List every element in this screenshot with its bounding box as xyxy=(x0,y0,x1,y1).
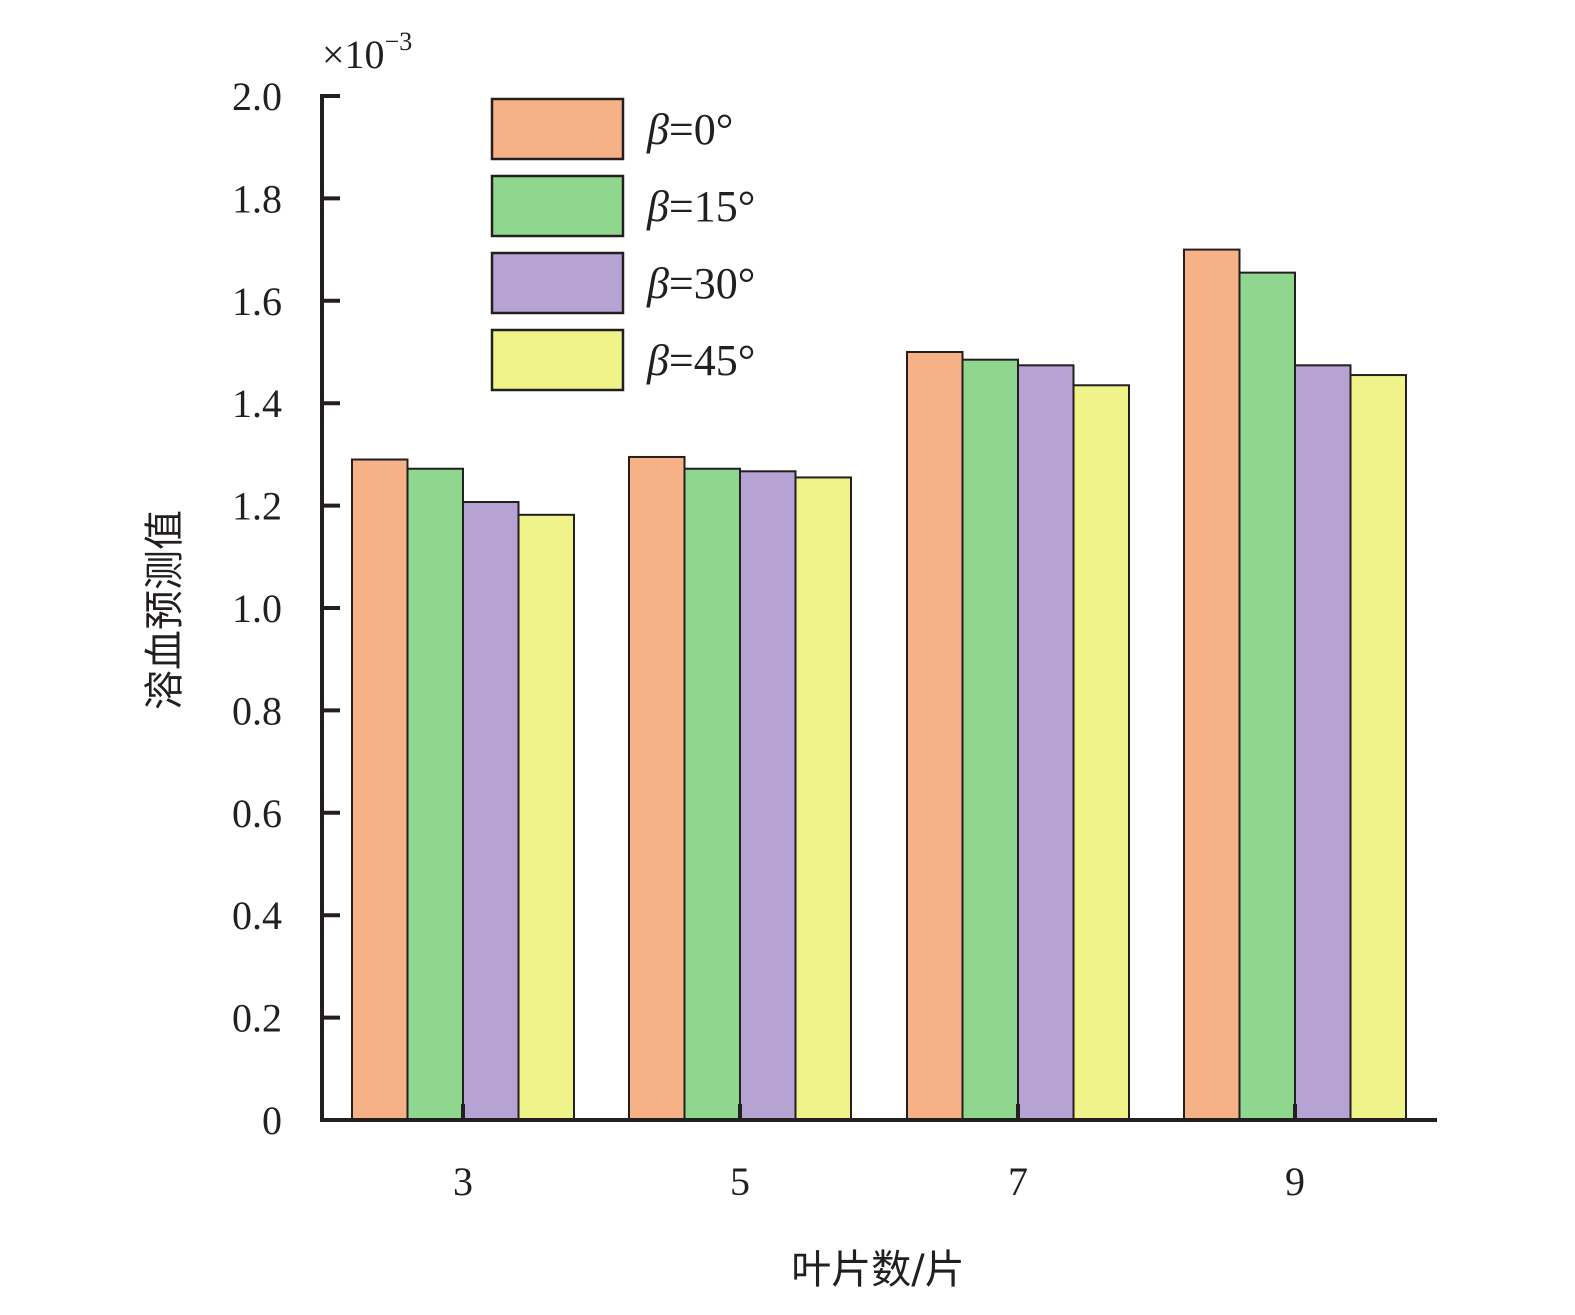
legend: β=0°β=15°β=30°β=45° xyxy=(490,97,755,392)
legend-symbol-2: β xyxy=(646,259,669,308)
y-tick-label-0.2: 0.2 xyxy=(232,996,282,1041)
bar-5-series-2 xyxy=(739,470,797,1121)
y-axis-title: 溶血预测值 xyxy=(142,510,188,710)
bar-3-series-0 xyxy=(351,458,409,1121)
legend-value-0: =0° xyxy=(669,105,733,154)
legend-symbol-0: β xyxy=(646,105,669,154)
legend-value-1: =15° xyxy=(669,182,755,231)
bar-5-series-0 xyxy=(628,455,686,1121)
y-tick-label-0.8: 0.8 xyxy=(232,688,282,733)
y-axis-multiplier: ×10−3 xyxy=(322,27,412,77)
bar-7-series-0 xyxy=(906,351,964,1121)
legend-label-1: β=15° xyxy=(646,182,755,231)
x-tick-label-7: 7 xyxy=(1008,1159,1028,1204)
bars-layer xyxy=(351,248,1407,1122)
bar-3-series-1 xyxy=(406,467,464,1121)
y-tick-label-1.2: 1.2 xyxy=(232,484,282,529)
legend-symbol-3: β xyxy=(646,336,669,385)
legend-swatch-2 xyxy=(490,251,625,315)
y-tick-label-1.8: 1.8 xyxy=(232,176,282,221)
y-tick-label-1.6: 1.6 xyxy=(232,279,282,324)
legend-label-3: β=45° xyxy=(646,336,755,385)
bar-3-series-3 xyxy=(517,513,575,1121)
legend-symbol-1: β xyxy=(646,182,669,231)
bar-5-series-1 xyxy=(683,467,741,1121)
axes-layer: 0 0.2 0.4 0.6 0.8 1.0 1.2 1.4 1.6 1.8 2.0 3 5 7 9 xyxy=(232,74,1437,1204)
x-tick-label-9: 9 xyxy=(1285,1159,1305,1204)
bar-7-series-3 xyxy=(1072,384,1130,1121)
x-tick-label-5: 5 xyxy=(730,1159,750,1204)
y-tick-label-1.0: 1.0 xyxy=(232,586,282,631)
bar-7-series-2 xyxy=(1017,364,1075,1121)
bar-7-series-1 xyxy=(961,358,1019,1121)
multiplier-exponent: −3 xyxy=(385,27,413,56)
x-axis-title: 叶片数/片 xyxy=(791,1247,964,1293)
bar-9-series-2 xyxy=(1294,364,1352,1121)
y-tick-label-2.0: 2.0 xyxy=(232,74,282,119)
bar-5-series-3 xyxy=(794,476,852,1121)
legend-swatch-1 xyxy=(490,174,625,238)
y-tick-label-0.6: 0.6 xyxy=(232,791,282,836)
y-tick-label-1.4: 1.4 xyxy=(232,381,282,426)
x-tick-label-3: 3 xyxy=(453,1159,473,1204)
y-tick-label-0: 0 xyxy=(262,1098,282,1143)
legend-value-3: =45° xyxy=(669,336,755,385)
bar-9-series-3 xyxy=(1349,374,1407,1122)
bar-9-series-1 xyxy=(1238,271,1296,1121)
legend-label-0: β=0° xyxy=(646,105,733,154)
y-tick-label-0.4: 0.4 xyxy=(232,893,282,938)
bar-3-series-2 xyxy=(462,501,520,1121)
bar-9-series-0 xyxy=(1183,248,1241,1122)
multiplier-base: ×10 xyxy=(322,32,385,77)
legend-swatch-3 xyxy=(490,328,625,392)
legend-value-2: =30° xyxy=(669,259,755,308)
legend-swatch-0 xyxy=(490,97,625,161)
legend-label-2: β=30° xyxy=(646,259,755,308)
